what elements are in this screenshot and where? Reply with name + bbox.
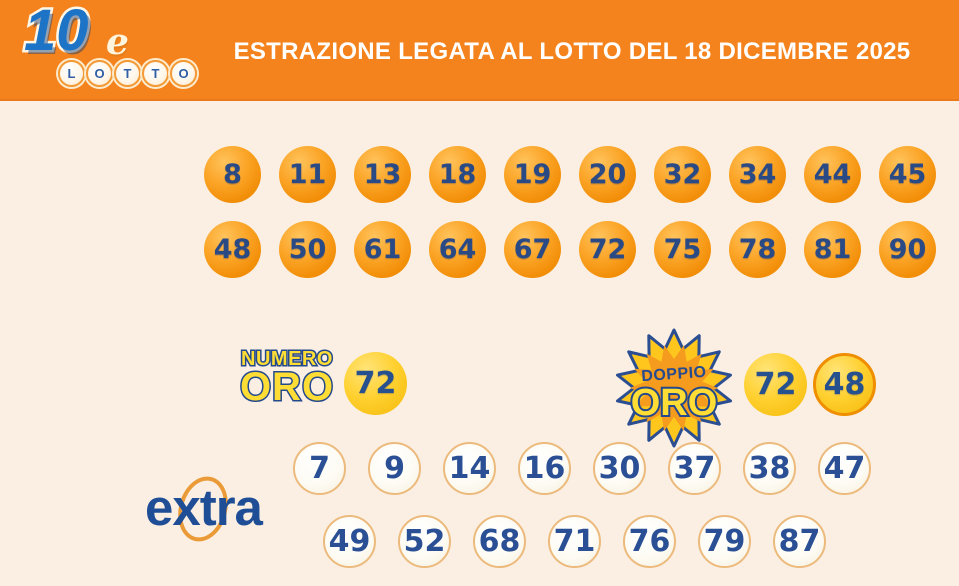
extra-number-ball: 87	[773, 515, 826, 568]
draw-title: ESTRAZIONE LEGATA AL LOTTO DEL 18 DICEMB…	[233, 38, 911, 65]
extra-number-ball: 52	[398, 515, 451, 568]
logo-letter-ball: O	[170, 60, 197, 87]
doppio-oro-label-bottom: ORO	[629, 382, 720, 424]
extra-number-ball: 79	[698, 515, 751, 568]
winning-number-ball: 78	[729, 221, 786, 278]
extra-number-ball: 14	[443, 442, 496, 495]
numero-oro-label-bottom: ORO	[238, 365, 335, 409]
extra-number-ball: 68	[473, 515, 526, 568]
extra-numbers-row-2: 49 52 68 71 76 79 87	[323, 515, 826, 568]
winning-number-ball: 90	[879, 221, 936, 278]
logo-letter-ball: T	[142, 60, 169, 87]
winning-number-ball: 67	[504, 221, 561, 278]
winning-number-ball: 20	[579, 146, 636, 203]
winning-number-ball: 13	[354, 146, 411, 203]
winning-numbers-row-2: 48 50 61 64 67 72 75 78 81 90	[204, 221, 936, 278]
extra-numbers-row-1: 7 9 14 16 30 37 38 47	[293, 442, 871, 495]
logo-letter-ball: T	[114, 60, 141, 87]
winning-number-ball: 48	[204, 221, 261, 278]
winning-number-ball: 34	[729, 146, 786, 203]
winning-number-ball: 45	[879, 146, 936, 203]
doppio-oro-number-ball-2: 48	[813, 353, 876, 416]
extra-logo: extra	[145, 470, 290, 548]
logo-ten-text: 10	[22, 0, 91, 63]
numero-oro-label-top: NUMERO	[240, 348, 334, 371]
extra-logo-text: extra	[145, 479, 263, 536]
logo-e-text: e	[106, 21, 129, 63]
extra-number-ball: 49	[323, 515, 376, 568]
winning-number-ball: 72	[579, 221, 636, 278]
extra-number-ball: 47	[818, 442, 871, 495]
doppio-oro-badge: DOPPIO ORO	[612, 326, 736, 450]
extra-number-ball: 9	[368, 442, 421, 495]
winning-number-ball: 81	[804, 221, 861, 278]
extra-number-ball: 7	[293, 442, 346, 495]
winning-number-ball: 19	[504, 146, 561, 203]
winning-number-ball: 75	[654, 221, 711, 278]
extra-number-ball: 37	[668, 442, 721, 495]
extra-number-ball: 16	[518, 442, 571, 495]
winning-number-ball: 64	[429, 221, 486, 278]
winning-number-ball: 18	[429, 146, 486, 203]
winning-number-ball: 50	[279, 221, 336, 278]
winning-numbers-row-1: 8 11 13 18 19 20 32 34 44 45	[204, 146, 936, 203]
logo-letter-ball: O	[86, 60, 113, 87]
extra-number-ball: 38	[743, 442, 796, 495]
winning-number-ball: 44	[804, 146, 861, 203]
winning-number-ball: 32	[654, 146, 711, 203]
winning-number-ball: 11	[279, 146, 336, 203]
doppio-oro-starburst-icon	[616, 328, 732, 448]
extra-number-ball: 76	[623, 515, 676, 568]
winning-number-ball: 8	[204, 146, 261, 203]
winning-numbers: 8 11 13 18 19 20 32 34 44 45 48 50 61 64 67 72 75 78 81 90	[204, 146, 936, 278]
doppio-oro-number-ball-1: 72	[744, 353, 807, 416]
logo-letter-ball: L	[58, 60, 85, 87]
numero-oro-badge: NUMERO ORO	[232, 348, 342, 409]
winning-number-ball: 61	[354, 221, 411, 278]
numero-oro-number-ball: 72	[344, 352, 407, 415]
extra-number-ball: 30	[593, 442, 646, 495]
extra-number-ball: 71	[548, 515, 601, 568]
